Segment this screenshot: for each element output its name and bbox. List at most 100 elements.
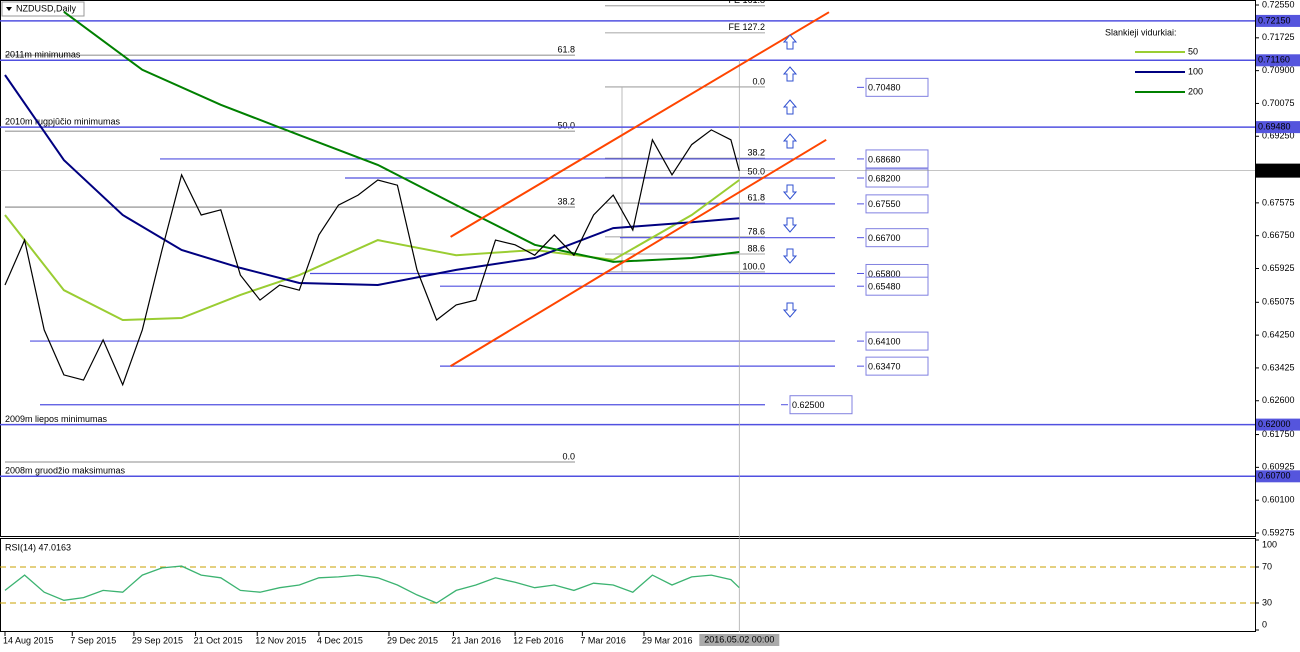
x-tick-label: 21 Oct 2015 [194, 635, 243, 645]
price-line [4, 129, 740, 387]
level-box [865, 149, 929, 169]
y-tick-label: 0.62600 [1262, 395, 1295, 405]
moving-average [4, 74, 740, 287]
level-note: 2008m gruodžio maksimumas [5, 466, 126, 476]
arrow-down [782, 248, 798, 264]
key-level-box [1256, 121, 1300, 134]
arrow-down [782, 184, 798, 200]
rsi-tick-label: 100 [1262, 539, 1277, 549]
level-label: 0.67550 [868, 199, 901, 209]
x-tick-label: 12 Nov 2015 [255, 635, 306, 645]
legend-label: 50 [1188, 46, 1198, 56]
fib-label: 61.8 [747, 192, 765, 202]
y-tick-label: 0.71725 [1262, 32, 1295, 42]
arrow-up [782, 34, 798, 50]
rsi-tick-label: 0 [1262, 619, 1267, 629]
y-tick-label: 0.63425 [1262, 362, 1295, 372]
rsi-tick-label: 70 [1262, 561, 1272, 571]
level-label: 0.63470 [868, 362, 901, 372]
fib-label: 88.6 [747, 243, 765, 253]
key-level-label: 0.60700 [1258, 471, 1291, 481]
x-tick-label: 12 Feb 2016 [513, 635, 564, 645]
y-tick-label: 0.70075 [1262, 98, 1295, 108]
legend-label: 200 [1188, 86, 1203, 96]
x-tick-label: 29 Sep 2015 [132, 635, 183, 645]
key-level-label: 0.72150 [1258, 15, 1291, 25]
current-price-box [1256, 163, 1300, 178]
y-tick-label: 0.65075 [1262, 297, 1295, 307]
title-icon [6, 7, 12, 11]
level-label: 0.66700 [868, 233, 901, 243]
fib-label: 61.8 [557, 44, 575, 54]
key-level-label: 0.69480 [1258, 121, 1291, 131]
legend-label: 100 [1188, 66, 1203, 76]
legend-title: Slankieji vidurkiai: [1105, 27, 1177, 37]
y-tick-label: 0.61750 [1262, 429, 1295, 439]
level-label: 0.68680 [868, 154, 901, 164]
fib-label: 100.0 [742, 261, 765, 271]
key-level-box [1256, 470, 1300, 483]
x-tick-label: 7 Mar 2016 [580, 635, 626, 645]
fib-label: 0.0 [562, 451, 575, 461]
fib-label: 0.0 [752, 76, 765, 86]
cursor-date-box [699, 634, 780, 646]
level-label: 0.70480 [868, 83, 901, 93]
y-tick-label: 0.64250 [1262, 329, 1295, 339]
level-label: 0.65480 [868, 282, 901, 292]
cursor-date-label: 2016.05.02 00:00 [704, 634, 774, 644]
level-box [865, 331, 929, 351]
moving-average [63, 10, 740, 263]
level-box [865, 276, 929, 296]
y-tick-label: 0.59275 [1262, 527, 1295, 537]
x-tick-label: 21 Jan 2016 [451, 635, 501, 645]
chart-title: NZDUSD,Daily [16, 3, 77, 13]
x-tick-label: 7 Sep 2015 [70, 635, 116, 645]
y-tick-label: 0.60925 [1262, 462, 1295, 472]
arrow-up [782, 99, 798, 115]
key-level-box [1256, 54, 1300, 67]
level-note: 2011m minimumas [5, 50, 81, 60]
fib-label: FE 161.8 [728, 0, 765, 5]
level-label: 0.64100 [868, 336, 901, 346]
y-tick-label: 0.65925 [1262, 263, 1295, 273]
arrow-up [782, 66, 798, 82]
fib-label: 50.0 [747, 167, 765, 177]
y-tick-label: 0.60100 [1262, 495, 1295, 505]
channel-line [450, 138, 827, 367]
main-panel [0, 0, 1256, 537]
x-tick-label: 14 Aug 2015 [3, 635, 54, 645]
key-level-label: 0.71160 [1258, 55, 1290, 65]
level-box [865, 356, 929, 376]
x-tick-label: 29 Mar 2016 [642, 635, 693, 645]
arrow-up [782, 133, 798, 149]
level-label: 0.65800 [868, 269, 901, 279]
fib-label: 50.0 [557, 120, 575, 130]
key-level-label: 0.62000 [1258, 419, 1291, 429]
arrow-down [782, 217, 798, 233]
rsi-panel [0, 538, 1256, 632]
y-tick-label: 0.70900 [1262, 65, 1295, 75]
key-level-box [1256, 418, 1300, 431]
fib-label: 78.6 [747, 226, 765, 236]
level-note: 2009m liepos minimumas [5, 414, 108, 424]
x-tick-label: 4 Dec 2015 [317, 635, 363, 645]
current-price-label: 0.68386 [1258, 165, 1291, 175]
rsi-label: RSI(14) 47.0163 [5, 542, 71, 552]
y-tick-label: 0.67575 [1262, 197, 1295, 207]
fib-label: FE 127.2 [728, 22, 765, 32]
rsi-line [4, 565, 740, 604]
arrow-down [782, 302, 798, 318]
x-tick-label: 29 Dec 2015 [387, 635, 438, 645]
level-label: 0.62500 [792, 400, 825, 410]
level-box [865, 77, 929, 97]
level-note: 2010m rugpjūčio minimumas [5, 116, 121, 126]
y-tick-label: 0.66750 [1262, 230, 1295, 240]
y-tick-label: 0.72550 [1262, 0, 1295, 9]
fib-label: 38.2 [747, 148, 765, 158]
channel-line [450, 11, 830, 238]
level-box [865, 194, 929, 214]
level-box [865, 228, 929, 248]
y-tick-label: 0.69250 [1262, 131, 1295, 141]
level-label: 0.68200 [868, 173, 901, 183]
